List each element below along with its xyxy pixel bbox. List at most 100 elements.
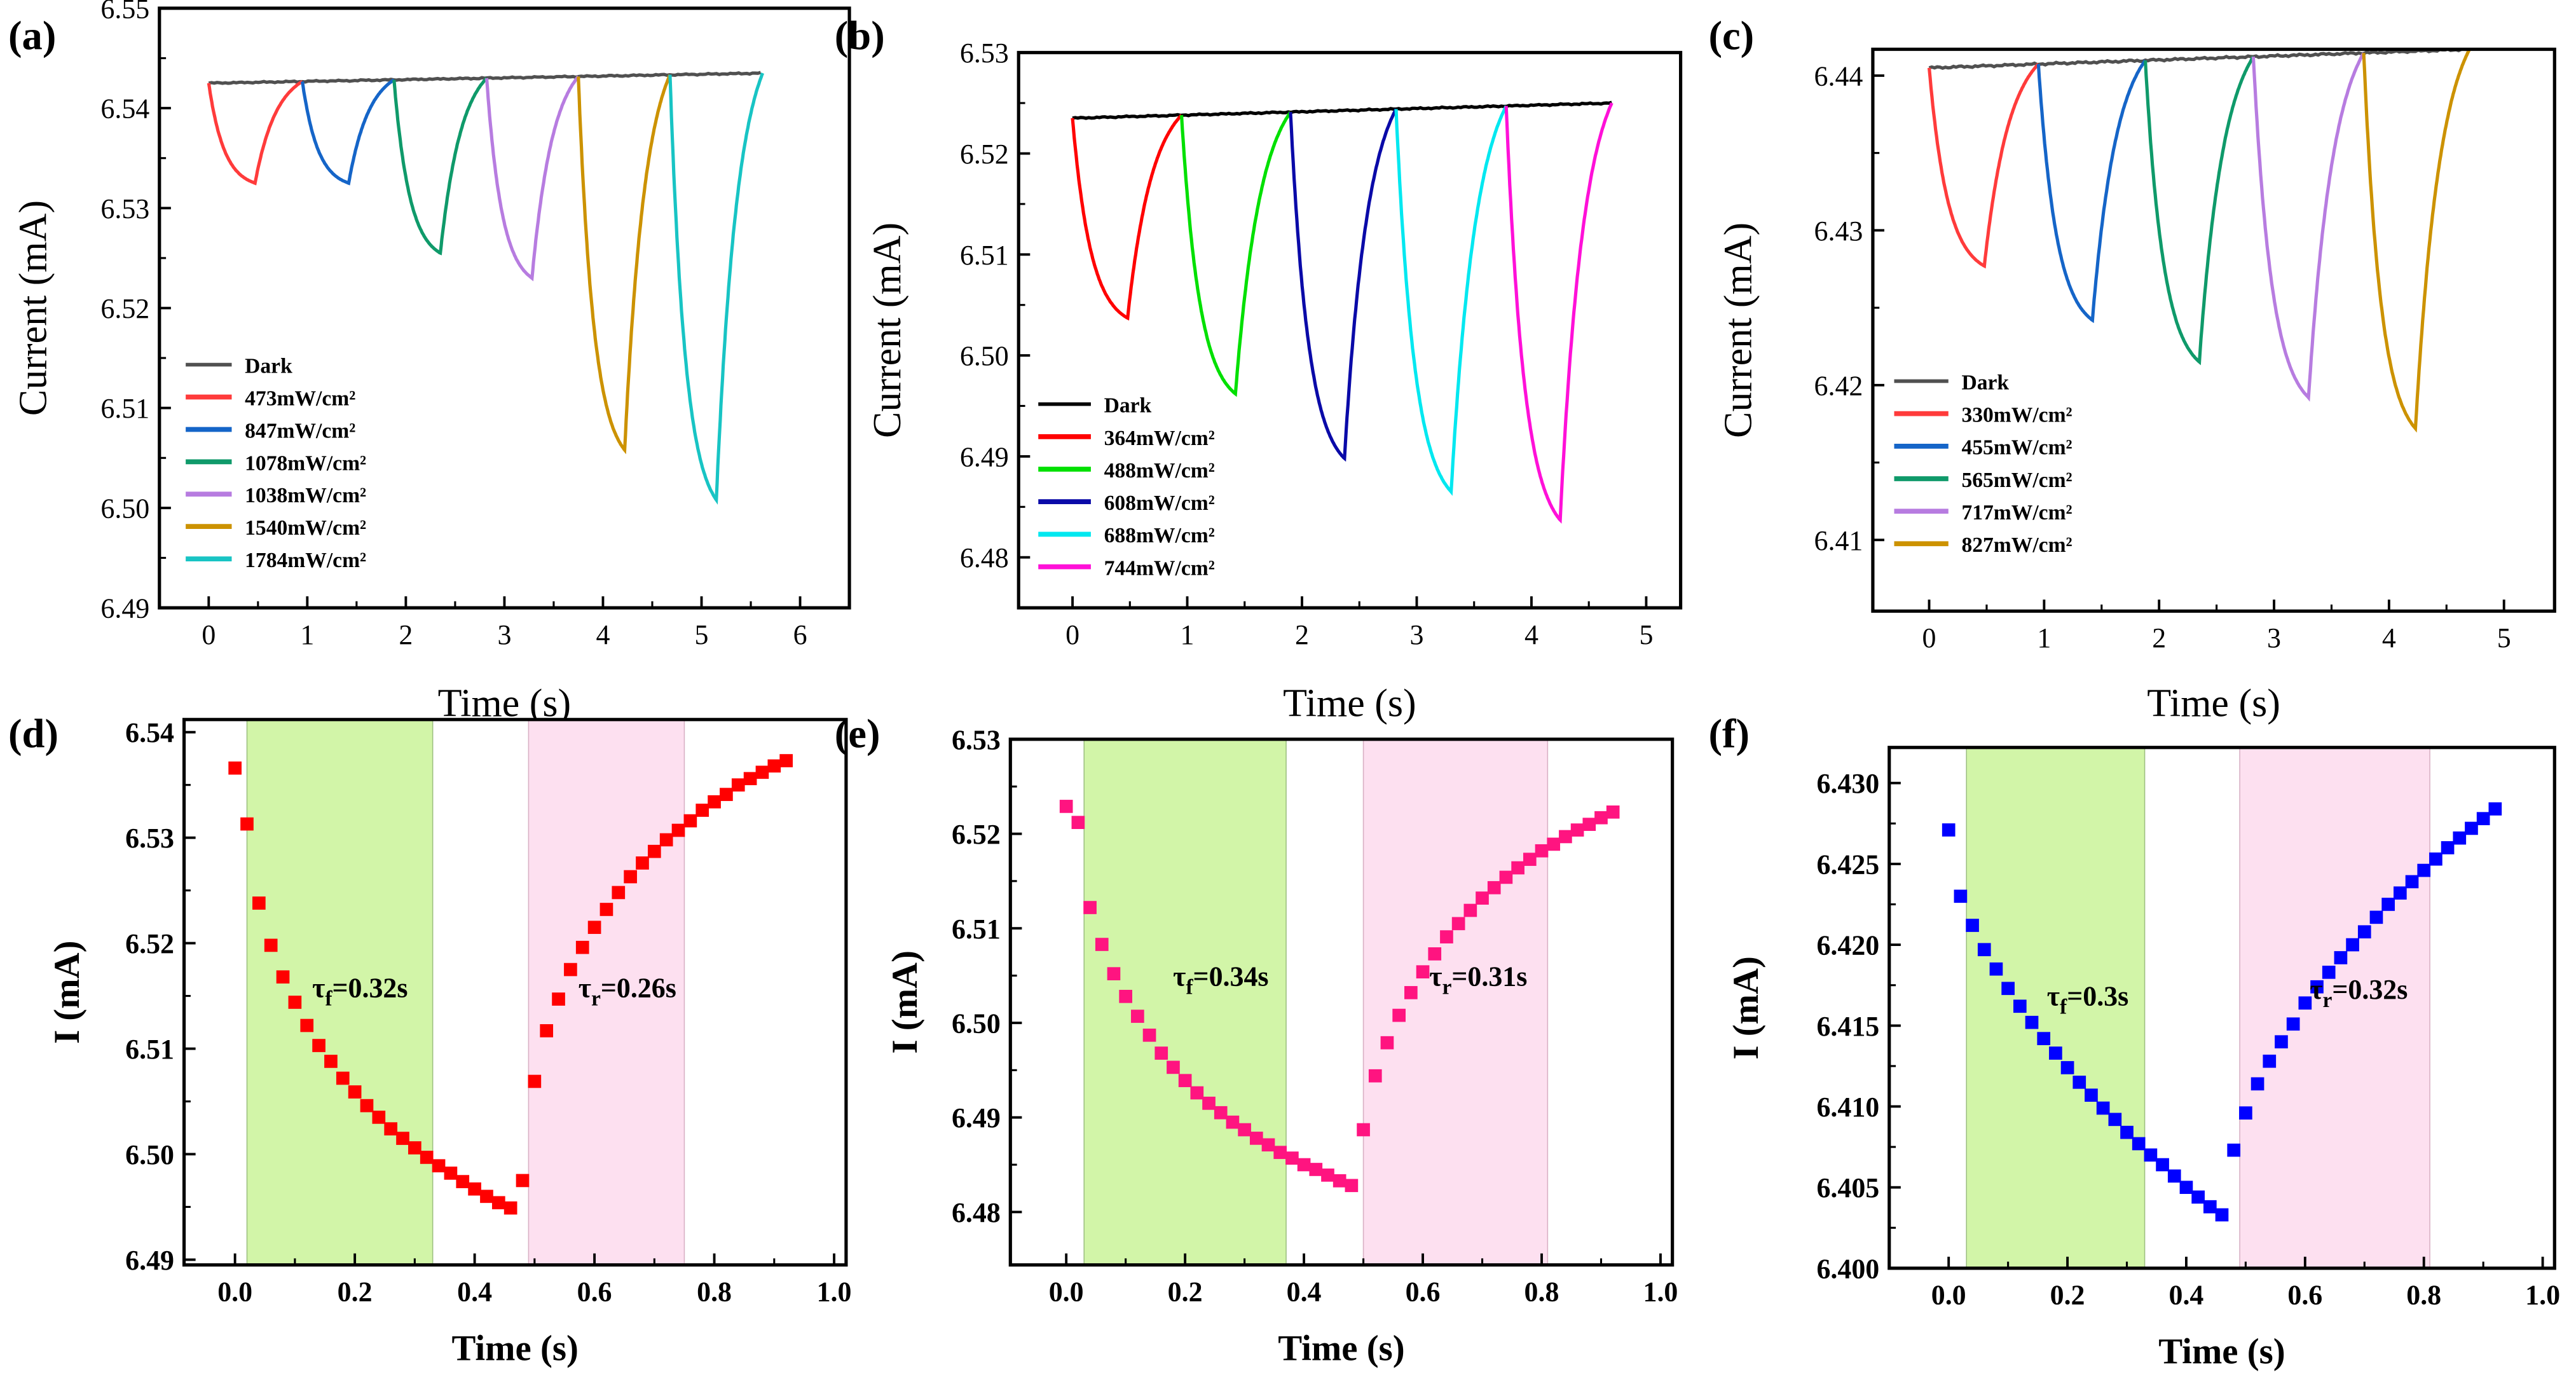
legend-item: 330mW/cm² xyxy=(1894,404,2072,427)
tau-symbol: τ xyxy=(2310,974,2322,1005)
data-point xyxy=(1523,853,1537,867)
fall-time-region xyxy=(1966,746,2146,1269)
data-point xyxy=(1476,891,1489,905)
tau-subscript: r xyxy=(1442,975,1451,999)
legend-label: 330mW/cm² xyxy=(1961,404,2072,427)
data-point xyxy=(2025,1015,2039,1029)
data-point xyxy=(2013,999,2027,1013)
tau-value: =0.32s xyxy=(2332,974,2408,1005)
data-point xyxy=(2405,875,2419,889)
x-tick-label: 0.6 xyxy=(577,1277,612,1308)
panel-label: (c) xyxy=(1709,13,1755,58)
y-tick-label: 6.50 xyxy=(952,1008,1001,1039)
data-point xyxy=(288,996,302,1009)
data-point xyxy=(324,1055,338,1068)
tau-f-annotation: τf=0.3s xyxy=(2047,980,2128,1018)
data-point xyxy=(1511,861,1524,875)
tau-value: =0.3s xyxy=(2067,980,2128,1011)
rise-time-region xyxy=(2239,746,2430,1269)
y-tick-label: 6.53 xyxy=(960,38,1009,69)
data-point xyxy=(1392,1008,1406,1022)
data-point xyxy=(2334,951,2348,964)
y-tick-label: 6.49 xyxy=(125,1245,174,1276)
data-point xyxy=(659,833,673,847)
data-point xyxy=(432,1159,446,1173)
data-point xyxy=(336,1071,350,1085)
y-tick-label: 6.50 xyxy=(960,341,1009,372)
data-point xyxy=(1535,844,1549,858)
legend-label: Dark xyxy=(245,355,292,378)
data-point xyxy=(1463,903,1477,917)
x-tick-label: 3 xyxy=(497,619,511,650)
data-point xyxy=(2346,938,2359,952)
data-point xyxy=(683,814,697,828)
data-point xyxy=(599,903,613,916)
x-tick-label: 0.2 xyxy=(2050,1280,2085,1311)
series-line xyxy=(1394,105,1508,497)
legend-label: 744mW/cm² xyxy=(1104,556,1215,580)
data-point xyxy=(1606,805,1620,819)
data-point xyxy=(264,938,278,952)
plot-area xyxy=(1927,49,2471,433)
data-point xyxy=(731,778,745,792)
series-line xyxy=(577,74,672,455)
data-point xyxy=(1357,1123,1370,1137)
plot-area xyxy=(1059,800,1620,1193)
data-point xyxy=(1954,889,1968,903)
panel-c: 0 1 2 3 4 5 6.41 6.42 6.43 6.44 Dark 330mW/cm² 455mW… xyxy=(1709,13,2556,725)
series-line xyxy=(2251,52,2366,402)
y-axis-title: Current (mA) xyxy=(11,200,55,416)
data-point xyxy=(2144,1148,2158,1162)
series-line xyxy=(207,79,303,186)
data-point xyxy=(587,921,601,935)
plot-area xyxy=(228,754,793,1215)
x-tick-label: 2 xyxy=(2152,622,2166,654)
y-tick-label: 6.43 xyxy=(1814,216,1863,247)
x-tick-label: 0.8 xyxy=(697,1277,732,1308)
data-point xyxy=(2001,982,2015,996)
data-point xyxy=(1142,1028,1156,1042)
data-point xyxy=(779,754,793,767)
data-point xyxy=(552,992,565,1006)
legend-item: 1784mW/cm² xyxy=(186,549,366,572)
data-point xyxy=(491,1196,505,1210)
rise-time-region xyxy=(528,719,685,1266)
legend-item: Dark xyxy=(1894,371,2009,394)
y-tick-label: 6.53 xyxy=(125,823,174,854)
plot-frame xyxy=(1017,51,1683,610)
y-tick-label: 6.54 xyxy=(125,717,174,748)
data-point xyxy=(2215,1208,2229,1222)
data-point xyxy=(1249,1132,1263,1145)
x-tick-label: 0 xyxy=(202,619,216,650)
legend-item: 488mW/cm² xyxy=(1038,459,1215,483)
legend-item: 717mW/cm² xyxy=(1894,501,2072,524)
panel-f: 0.0 0.2 0.4 0.6 0.8 1.0 6.400 6.405 6.410 6.415 6.… xyxy=(1709,711,2561,1372)
x-tick-label: 3 xyxy=(2267,622,2281,654)
series-line xyxy=(2362,49,2471,433)
data-point xyxy=(420,1151,434,1164)
y-axis-title: I (mA) xyxy=(885,950,925,1054)
y-tick-label: 6.50 xyxy=(100,493,149,524)
data-point xyxy=(2298,996,2312,1010)
x-tick-label: 2 xyxy=(1295,619,1309,650)
data-point xyxy=(1190,1086,1204,1100)
series-line xyxy=(1179,111,1292,397)
data-point xyxy=(360,1099,374,1113)
data-point xyxy=(2072,1075,2086,1089)
legend-item: 847mW/cm² xyxy=(186,419,355,442)
data-point xyxy=(1095,938,1109,951)
data-point xyxy=(480,1189,493,1203)
data-point xyxy=(1594,811,1608,825)
legend-item: 565mW/cm² xyxy=(1894,469,2072,492)
data-point xyxy=(276,970,290,984)
tau-value: =0.26s xyxy=(601,972,676,1003)
data-point xyxy=(2357,925,2371,939)
data-point xyxy=(1582,818,1596,831)
x-axis-title: Time (s) xyxy=(2147,682,2280,725)
data-point xyxy=(2263,1054,2277,1068)
x-tick-label: 1.0 xyxy=(817,1277,852,1308)
series-line xyxy=(1289,108,1398,462)
legend-label: 608mW/cm² xyxy=(1104,491,1215,515)
data-point xyxy=(2322,965,2336,979)
data-point xyxy=(528,1074,542,1088)
